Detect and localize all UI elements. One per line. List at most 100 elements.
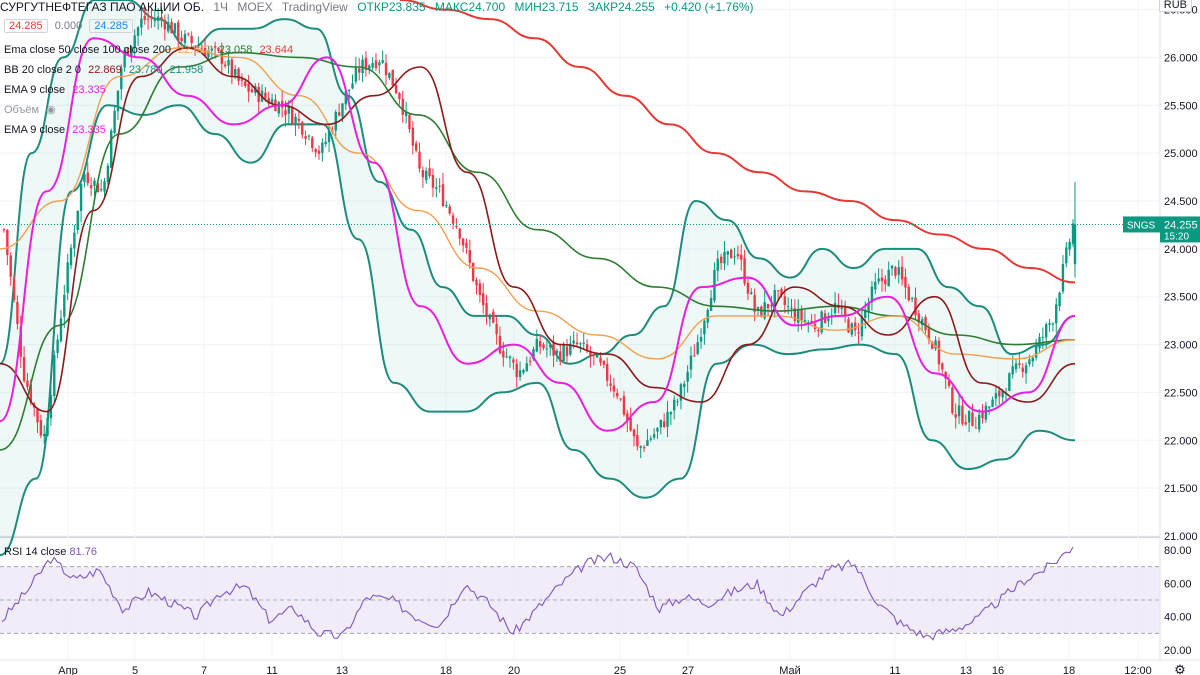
candle-body xyxy=(29,384,33,403)
candle-body xyxy=(190,35,193,44)
candle-body xyxy=(642,447,646,449)
candle-body xyxy=(941,363,944,370)
candle-body xyxy=(12,279,16,300)
interval[interactable]: 1Ч xyxy=(213,0,228,14)
candle-body xyxy=(19,326,22,357)
candle-body xyxy=(991,399,994,407)
candle-body xyxy=(418,151,421,169)
candle-body xyxy=(361,59,364,74)
candle-body xyxy=(220,49,224,64)
candle-body xyxy=(1001,390,1004,398)
buy-button[interactable]: 24.285 xyxy=(89,19,133,33)
candle-body xyxy=(1014,363,1018,370)
candle-body xyxy=(632,429,636,437)
candle-body xyxy=(502,351,505,358)
candle-body xyxy=(954,414,957,418)
candle-body xyxy=(106,165,110,182)
candle-body xyxy=(974,427,978,429)
candle-body xyxy=(113,110,116,133)
candle-body xyxy=(26,380,29,388)
sell-button[interactable]: 24.285 xyxy=(4,19,48,33)
candle-body xyxy=(760,306,763,317)
candle-body xyxy=(76,210,79,230)
time-tick-label: 27 xyxy=(682,665,694,675)
legend-ema-multi-v2: 23.058 xyxy=(218,44,253,56)
price-tag-value: 24.255 xyxy=(1164,219,1198,231)
candle-body xyxy=(398,93,401,100)
legend-ema-multi[interactable]: Ema close 50 close 100 close 200 22.917 … xyxy=(4,43,297,57)
ema-100-line xyxy=(0,51,1076,451)
candle-body xyxy=(562,345,565,361)
candle-body xyxy=(495,323,498,335)
candle-body xyxy=(817,329,820,332)
candle-body xyxy=(921,319,924,325)
time-tick-label: 7 xyxy=(201,665,207,675)
candle-body xyxy=(133,35,136,47)
candle-body xyxy=(569,343,572,355)
candle-body xyxy=(964,422,967,425)
candle-body xyxy=(646,440,649,446)
low-value: 23.715 xyxy=(541,0,579,14)
legend-ema9-b[interactable]: EMA 9 close 23.335 xyxy=(4,123,110,137)
candle-body xyxy=(89,185,93,189)
currency-selector[interactable]: RUB xyxy=(1158,0,1192,12)
candle-body xyxy=(988,406,991,408)
legend-bb[interactable]: BB 20 close 2 0 22.869 23.780 21.958 xyxy=(4,63,207,77)
ema-brown-line xyxy=(0,47,1076,413)
candle-body xyxy=(183,33,187,43)
candle-body xyxy=(857,332,860,334)
candle-body xyxy=(22,357,26,381)
candle-body xyxy=(599,357,602,363)
candle-body xyxy=(716,258,719,271)
candle-body xyxy=(284,110,287,116)
candle-body xyxy=(294,116,297,125)
legend-volume[interactable]: Объём ◉ xyxy=(4,103,60,117)
candle-body xyxy=(213,46,217,48)
candle-body xyxy=(689,355,693,370)
legend-rsi[interactable]: RSI 14 close 81.76 xyxy=(4,545,97,559)
candle-body xyxy=(1024,365,1028,374)
candle-body xyxy=(223,64,227,67)
legend-bb-v3: 21.958 xyxy=(169,64,204,76)
candle-body xyxy=(227,59,230,66)
candle-body xyxy=(482,293,485,306)
candle-body xyxy=(16,301,19,324)
candle-body xyxy=(364,57,368,70)
candle-body xyxy=(478,283,482,295)
candle-body xyxy=(636,434,639,447)
candle-body xyxy=(622,396,626,415)
candle-body xyxy=(1028,359,1031,365)
candle-body xyxy=(756,307,760,311)
candle-body xyxy=(207,50,210,58)
candle-body xyxy=(890,265,894,269)
candle-body xyxy=(659,419,663,428)
candle-body xyxy=(910,298,914,300)
candle-body xyxy=(153,20,156,22)
candle-body xyxy=(391,69,394,86)
candle-body xyxy=(1061,264,1065,292)
candle-body xyxy=(773,290,776,308)
open-value: 23.835 xyxy=(388,0,426,14)
legend-ema9-a[interactable]: EMA 9 close 23.335 xyxy=(4,83,110,97)
legend-ema-multi-v3: 23.644 xyxy=(259,44,294,56)
candle-body xyxy=(388,72,391,78)
candle-body xyxy=(1034,346,1038,358)
time-tick-label: 11 xyxy=(266,665,277,675)
open-label: ОТКР xyxy=(357,0,389,14)
gear-icon[interactable]: ⚙ xyxy=(1174,662,1186,675)
low-label: МИН xyxy=(514,0,542,14)
price-axis[interactable]: 26.50026.00025.50025.00024.50024.00023.5… xyxy=(1159,0,1200,675)
candle-body xyxy=(327,131,331,143)
candle-body xyxy=(337,112,341,116)
candle-body xyxy=(123,50,126,68)
candle-body xyxy=(1048,323,1051,325)
symbol-title[interactable]: СУРГУТНЕФТЕГАЗ ПАО АКЦИИ ОБ. xyxy=(0,0,204,14)
candle-body xyxy=(354,67,358,82)
candle-body xyxy=(847,319,850,333)
candle-body xyxy=(120,68,123,90)
rsi-tick-label: 20.00 xyxy=(1164,645,1192,657)
high-label: МАКС xyxy=(434,0,469,14)
time-axis[interactable]: Апр 5 7 11 13 18 20 25 27 Май 11 13 16 18 12:00 ⚙ xyxy=(0,659,1200,675)
eye-hidden-icon[interactable]: ◉ xyxy=(46,104,56,116)
